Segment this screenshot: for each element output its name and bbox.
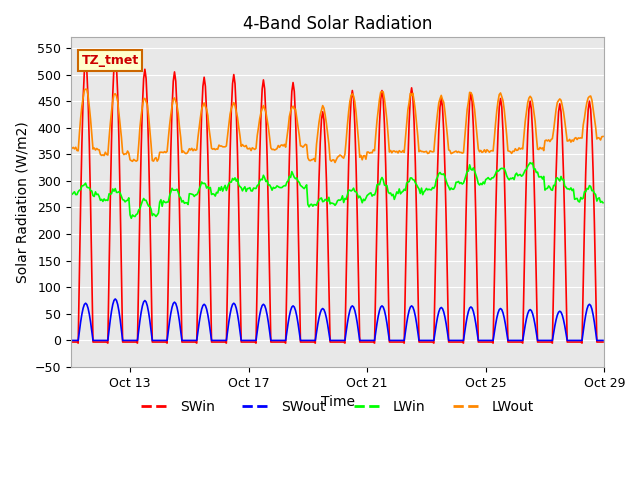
SWin	[438, 104, 446, 110]
LWout	[83, 86, 91, 92]
LWout	[438, 96, 446, 102]
Text: TZ_tmet: TZ_tmet	[81, 54, 139, 67]
Legend: SWin, SWout, LWin, LWout: SWin, SWout, LWin, LWout	[136, 394, 540, 420]
SWout	[111, 296, 119, 302]
LWin	[557, 174, 565, 180]
LWin	[377, 177, 385, 183]
Line: LWin: LWin	[71, 163, 603, 218]
SWout	[67, 337, 75, 343]
SWout	[478, 337, 486, 343]
LWin	[526, 160, 534, 166]
SWin	[67, 339, 75, 345]
LWin	[599, 200, 607, 205]
SWin	[490, 277, 498, 283]
SWin	[378, 88, 386, 94]
SWin	[111, 53, 119, 59]
LWin	[108, 191, 115, 197]
LWin	[127, 216, 135, 221]
LWout	[599, 133, 607, 139]
LWin	[489, 175, 497, 181]
SWin	[74, 340, 82, 346]
LWin	[437, 171, 445, 177]
LWin	[67, 191, 75, 196]
SWout	[599, 337, 607, 343]
LWout	[490, 135, 498, 141]
SWout	[377, 304, 385, 310]
SWout	[556, 308, 564, 314]
LWout	[67, 146, 75, 152]
SWout	[489, 337, 497, 343]
LWin	[478, 182, 486, 188]
LWout	[378, 89, 386, 95]
SWout	[108, 308, 115, 314]
LWout	[479, 149, 487, 155]
SWin	[479, 339, 487, 345]
LWout	[332, 160, 339, 166]
Line: LWout: LWout	[71, 89, 603, 163]
SWout	[437, 305, 445, 311]
Line: SWin: SWin	[71, 56, 603, 343]
Line: SWout: SWout	[71, 299, 603, 340]
SWin	[557, 109, 565, 115]
LWout	[557, 97, 565, 103]
Title: 4-Band Solar Radiation: 4-Band Solar Radiation	[243, 15, 432, 33]
SWin	[109, 92, 116, 97]
SWin	[599, 339, 607, 345]
X-axis label: Time: Time	[321, 396, 355, 409]
LWout	[109, 98, 116, 104]
Y-axis label: Solar Radiation (W/m2): Solar Radiation (W/m2)	[15, 121, 29, 283]
